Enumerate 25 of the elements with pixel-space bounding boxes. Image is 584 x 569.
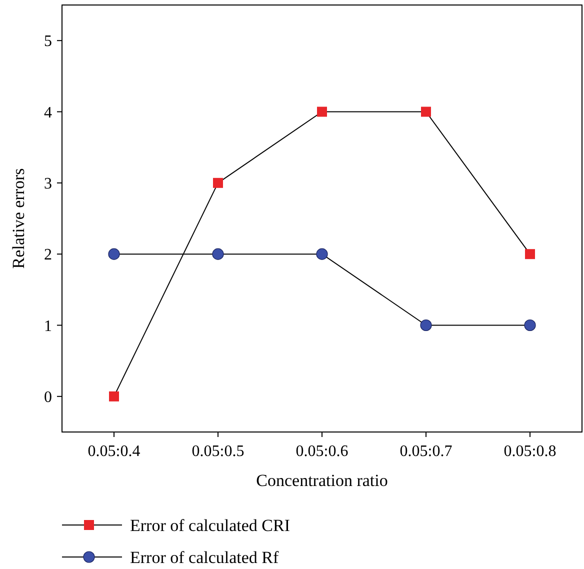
legend-label: Error of calculated CRI [130, 516, 290, 535]
point [420, 319, 432, 332]
x-tick-label: 0.05:0.5 [192, 443, 244, 460]
point [109, 391, 119, 402]
x-tick-label: 0.05:0.6 [296, 443, 348, 460]
point [212, 248, 224, 260]
point [213, 178, 223, 188]
y-tick-label: 5 [44, 33, 52, 50]
point [316, 248, 328, 260]
x-tick-label: 0.05:0.7 [400, 443, 452, 460]
y-tick-label: 4 [44, 104, 52, 122]
y-tick-label: 1 [44, 318, 52, 335]
y-axis-title: Relative errors [9, 168, 28, 269]
x-tick-label: 0.05:0.8 [504, 443, 556, 460]
y-tick-label: 0 [44, 389, 52, 406]
x-tick-label: 0.05:0.4 [88, 443, 140, 460]
point [524, 319, 536, 332]
y-tick-label: 3 [44, 176, 52, 193]
point [317, 106, 327, 117]
point [421, 106, 431, 117]
point [108, 248, 120, 260]
x-axis-title: Concentration ratio [256, 471, 388, 490]
y-tick-label: 2 [44, 246, 52, 264]
point [525, 249, 535, 260]
legend-label: Error of calculated Rf [130, 548, 280, 567]
